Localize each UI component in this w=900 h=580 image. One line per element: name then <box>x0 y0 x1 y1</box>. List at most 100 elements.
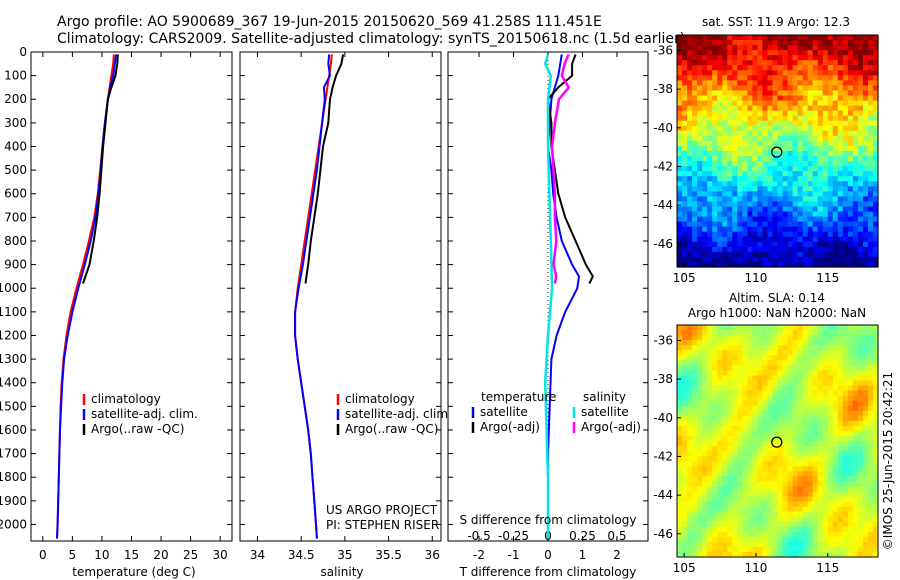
map-cell <box>732 425 738 432</box>
map-cell <box>747 85 753 92</box>
map-cell <box>767 441 774 447</box>
map-cell <box>797 491 804 498</box>
map-cell <box>737 201 743 208</box>
map-cell <box>772 360 779 366</box>
map-cell <box>802 425 809 432</box>
map-cell <box>792 355 799 361</box>
map-cell <box>702 451 708 457</box>
map-cell <box>812 186 819 192</box>
map-cell <box>812 95 819 102</box>
map-cell <box>752 521 759 528</box>
map-cell <box>717 85 723 92</box>
map-cell <box>742 536 748 543</box>
map-cell <box>832 370 839 377</box>
map-cell <box>757 135 764 142</box>
map-cell <box>857 430 864 437</box>
map-cell <box>757 256 764 263</box>
map-cell <box>862 35 869 41</box>
map-cell <box>762 400 769 407</box>
map-cell <box>817 536 824 543</box>
map-cell <box>732 355 738 361</box>
map-cell <box>747 231 753 238</box>
map-cell <box>697 130 703 137</box>
map-cell <box>797 400 804 407</box>
map-cell <box>872 350 879 356</box>
map-cell <box>837 120 844 127</box>
map-cell <box>822 176 829 182</box>
map-cell <box>782 355 789 361</box>
map-cell <box>712 516 718 523</box>
map-cell <box>817 171 824 177</box>
map-cell <box>702 355 708 361</box>
map-cell <box>782 370 789 377</box>
map-cell <box>732 40 738 46</box>
map-cell <box>832 551 839 558</box>
map-cell <box>862 166 869 172</box>
map-cell <box>737 110 743 117</box>
x-tick-label: 15 <box>124 548 139 562</box>
map-cell <box>722 395 728 402</box>
map-cell <box>847 115 854 122</box>
map-cell <box>837 420 844 427</box>
map-cell <box>722 425 728 432</box>
map-cell <box>777 340 784 346</box>
map-cell <box>712 511 718 518</box>
map-cell <box>687 405 693 412</box>
map-cell <box>742 546 748 553</box>
map-cell <box>742 251 748 258</box>
map-cell <box>737 120 743 127</box>
map-cell <box>747 521 753 528</box>
map-cell <box>687 476 693 482</box>
map-cell <box>807 166 814 172</box>
map-cell <box>827 486 834 493</box>
map-cell <box>702 410 708 417</box>
map-cell <box>727 340 733 346</box>
map-cell <box>702 65 708 71</box>
map-cell <box>827 360 834 366</box>
map-cell <box>797 241 804 248</box>
map-cell <box>837 430 844 437</box>
map-cell <box>717 90 723 97</box>
map-cell <box>837 541 844 548</box>
map-cell <box>817 546 824 553</box>
map-cell <box>827 221 834 228</box>
map-cell <box>727 140 733 147</box>
map-x-tick-label: 105 <box>673 561 696 575</box>
map-cell <box>857 80 864 87</box>
map-cell <box>727 536 733 543</box>
map-cell <box>767 231 774 238</box>
map-cell <box>777 246 784 253</box>
map-cell <box>842 55 849 61</box>
map-cell <box>832 130 839 137</box>
map-cell <box>682 526 688 533</box>
map-cell <box>717 546 723 553</box>
map-cell <box>862 221 869 228</box>
map-cell <box>792 481 799 487</box>
map-cell <box>767 360 774 366</box>
map-cell <box>812 226 819 233</box>
map-cell <box>857 486 864 493</box>
map-cell <box>802 511 809 518</box>
map-cell <box>797 105 804 112</box>
map-cell <box>817 80 824 87</box>
map-cell <box>762 325 769 331</box>
map-cell <box>737 181 743 187</box>
map-cell <box>767 340 774 346</box>
map-cell <box>837 400 844 407</box>
map-cell <box>682 176 688 182</box>
map-cell <box>812 151 819 157</box>
map-cell <box>762 226 769 233</box>
map-cell <box>682 340 688 346</box>
map-cell <box>817 110 824 117</box>
map-cell <box>722 471 728 477</box>
map-cell <box>872 471 879 477</box>
map-cell <box>732 85 738 92</box>
map-cell <box>697 161 703 167</box>
map-cell <box>852 140 859 147</box>
map-cell <box>712 186 718 192</box>
map-cell <box>717 385 723 392</box>
map-cell <box>722 115 728 122</box>
map-cell <box>837 335 844 341</box>
map-cell <box>712 541 718 548</box>
map-cell <box>807 466 814 472</box>
